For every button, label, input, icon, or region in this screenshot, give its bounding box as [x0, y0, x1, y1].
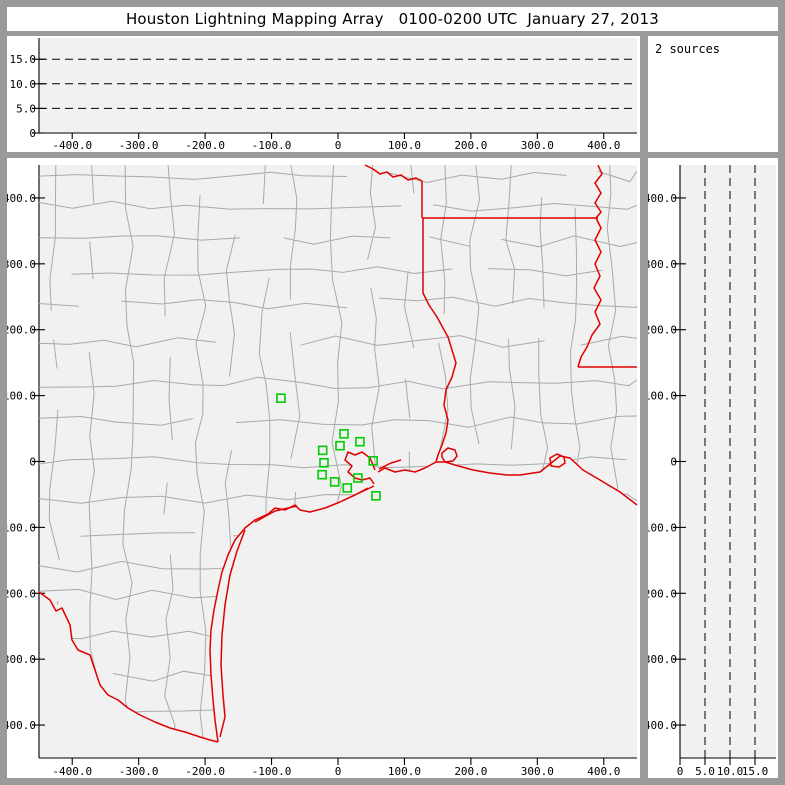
ew-axes — [32, 38, 637, 139]
calcasieu-lake — [549, 453, 566, 468]
ew-xtick-label: -400.0 — [52, 139, 92, 152]
ew-xtick-label: 100.0 — [388, 139, 421, 152]
ew-xtick-label: 0 — [335, 139, 342, 152]
galveston-island — [341, 485, 375, 502]
map-ytick-label: -200.0 — [7, 587, 36, 600]
ew-ytick-label: 15.0 — [10, 53, 37, 66]
page-title: Houston Lightning Mapping Array 0100-020… — [125, 10, 660, 28]
map-xtick-label: 300.0 — [521, 765, 554, 778]
bolivar-peninsula — [378, 459, 402, 470]
ew-xtick-label: -100.0 — [252, 139, 292, 152]
lma-station-marker — [329, 477, 340, 487]
lma-station-marker — [368, 455, 379, 466]
ns-axes — [673, 165, 776, 765]
matagorda-barrier — [254, 505, 298, 523]
plan-view-plot-canvas[interactable]: 400.0 300.0 200.0 100.0 0 -100.0 -200.0 -300.0 -… — [7, 158, 640, 778]
map-axes — [32, 165, 637, 765]
map-ytick-label: -400.0 — [7, 719, 36, 732]
map-xtick-label: 100.0 — [388, 765, 421, 778]
lma-station-markers — [276, 393, 381, 501]
ns-plot-area[interactable] — [680, 165, 776, 758]
map-xtick-label: -300.0 — [119, 765, 159, 778]
sabine-lake — [441, 447, 458, 463]
altitude-ew-plot-canvas[interactable]: 15.0 10.0 5.0 0 -400.0 -300.0 -200.0 -100.0 0 100… — [7, 36, 640, 152]
sources-count-panel: 2 sources — [648, 36, 778, 152]
sources-count-label: 2 sources — [655, 42, 721, 56]
lma-station-marker — [371, 490, 381, 501]
ns-xtick-label: 15.0 — [742, 765, 769, 778]
map-ytick-label: 100.0 — [7, 390, 36, 403]
ns-ytick-label: 100.0 — [648, 390, 677, 403]
altitude-ns-panel: 400.0 300.0 200.0 100.0 0 -100.0 -200.0 -300.0 -… — [648, 158, 778, 778]
ew-ytick-label: 5.0 — [16, 102, 36, 115]
ew-plot-area[interactable] — [39, 38, 637, 133]
altitude-ew-panel: 15.0 10.0 5.0 0 -400.0 -300.0 -200.0 -100.0 0 100… — [7, 36, 640, 152]
ns-ytick-label: -300.0 — [648, 653, 677, 666]
ns-ytick-label: 200.0 — [648, 324, 677, 337]
mississippi-river — [577, 164, 603, 368]
ns-ytick-label: -200.0 — [648, 587, 677, 600]
lma-station-marker — [317, 469, 327, 480]
ns-ytick-label: 300.0 — [648, 258, 677, 271]
plan-view-map-panel: 400.0 300.0 200.0 100.0 0 -100.0 -200.0 -300.0 -… — [7, 158, 640, 778]
map-xtick-label: -400.0 — [52, 765, 92, 778]
map-ytick-label: 200.0 — [7, 324, 36, 337]
altitude-ns-plot-canvas[interactable]: 400.0 300.0 200.0 100.0 0 -100.0 -200.0 -300.0 -… — [648, 158, 778, 778]
map-ytick-label: -300.0 — [7, 653, 36, 666]
lma-station-marker — [353, 473, 363, 483]
lma-station-marker — [335, 440, 345, 451]
ew-ytick-label: 0 — [29, 127, 36, 140]
lma-station-marker — [339, 428, 349, 439]
map-xtick-label: 0 — [335, 765, 342, 778]
ew-xtick-label: 200.0 — [454, 139, 487, 152]
lma-station-marker — [317, 445, 328, 456]
map-xtick-label: -100.0 — [252, 765, 292, 778]
gulf-coastline — [209, 451, 638, 743]
texas-louisiana-border-sabine — [422, 218, 457, 463]
ns-ytick-label: 0 — [670, 456, 677, 469]
state-borders-and-coastline — [38, 164, 638, 743]
map-xtick-label: 200.0 — [454, 765, 487, 778]
lma-station-marker — [355, 436, 365, 447]
ew-xtick-label: 300.0 — [521, 139, 554, 152]
ew-xtick-label: -300.0 — [119, 139, 159, 152]
map-xtick-label: 400.0 — [587, 765, 620, 778]
map-xtick-label: -200.0 — [185, 765, 225, 778]
ew-xtick-label: 400.0 — [587, 139, 620, 152]
map-ytick-label: -100.0 — [7, 521, 36, 534]
map-ytick-label: 400.0 — [7, 192, 36, 205]
ew-xtick-label: -200.0 — [185, 139, 225, 152]
lma-station-marker — [276, 393, 286, 403]
ns-ytick-label: 400.0 — [648, 192, 677, 205]
ns-ytick-label: -400.0 — [648, 719, 677, 732]
ns-xtick-label: 0 — [677, 765, 684, 778]
title-bar: Houston Lightning Mapping Array 0100-020… — [7, 7, 778, 31]
lma-station-marker — [342, 483, 353, 493]
map-ytick-label: 300.0 — [7, 258, 36, 271]
ns-xtick-label: 5.0 — [695, 765, 715, 778]
lma-station-marker — [319, 457, 329, 468]
ew-ytick-label: 10.0 — [10, 78, 37, 91]
padre-island-barrier — [219, 529, 246, 738]
map-plot-area[interactable] — [39, 165, 637, 758]
rio-grande — [38, 591, 219, 743]
map-ytick-label: 0 — [29, 456, 36, 469]
ns-xtick-label: 10.0 — [717, 765, 744, 778]
ns-ytick-label: -100.0 — [648, 521, 677, 534]
red-river — [364, 164, 423, 182]
